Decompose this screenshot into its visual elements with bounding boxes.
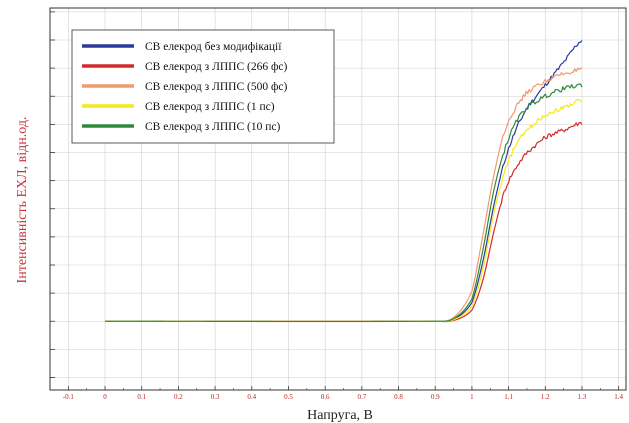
x-tick-label: 0	[103, 393, 107, 401]
x-tick-label: 0.7	[357, 393, 366, 401]
legend-label: СВ елекрод з ЛППС (266 фс)	[145, 61, 288, 73]
x-tick-label: -0.1	[63, 393, 75, 401]
x-tick-label: 0.4	[247, 393, 256, 401]
x-tick-label: 1.3	[578, 393, 587, 401]
x-tick-label: 0.2	[174, 393, 183, 401]
x-tick-label: 1.1	[504, 393, 513, 401]
x-tick-label: 0.6	[321, 393, 330, 401]
x-tick-label: 0.5	[284, 393, 293, 401]
x-tick-label: 0.8	[394, 393, 403, 401]
x-axis-title: Напруга, В	[307, 408, 373, 423]
legend-label: СВ елекрод з ЛППС (10 пс)	[145, 121, 280, 133]
series-layer	[105, 40, 583, 323]
x-tick-label: 0.3	[211, 393, 220, 401]
legend-label: СВ елекрод з ЛППС (500 фс)	[145, 81, 288, 93]
axis-layer: -0.1 0 0.1 0.2 0.3 0.4 0.5 0.6 0.7 0.8 0.9 1 1.1 1.2 1…	[49, 7, 627, 401]
x-tick-label: 1	[470, 393, 474, 401]
series-line-5	[105, 83, 583, 323]
legend: СВ елекрод без модифікації СВ елекрод з Л…	[71, 29, 335, 144]
x-tick-label: 0.1	[137, 393, 146, 401]
plot-frame	[49, 7, 627, 391]
x-tick-label: 1.4	[614, 393, 623, 401]
x-tick-label: 1.2	[541, 393, 550, 401]
y-axis-title: Інтенсивність ЕХЛ, відн.од.	[15, 117, 30, 284]
legend-label: СВ елекрод без модифікації	[145, 41, 282, 53]
x-tick-label: 0.9	[431, 393, 440, 401]
legend-label: СВ елекрод з ЛППС (1 пс)	[145, 101, 275, 113]
